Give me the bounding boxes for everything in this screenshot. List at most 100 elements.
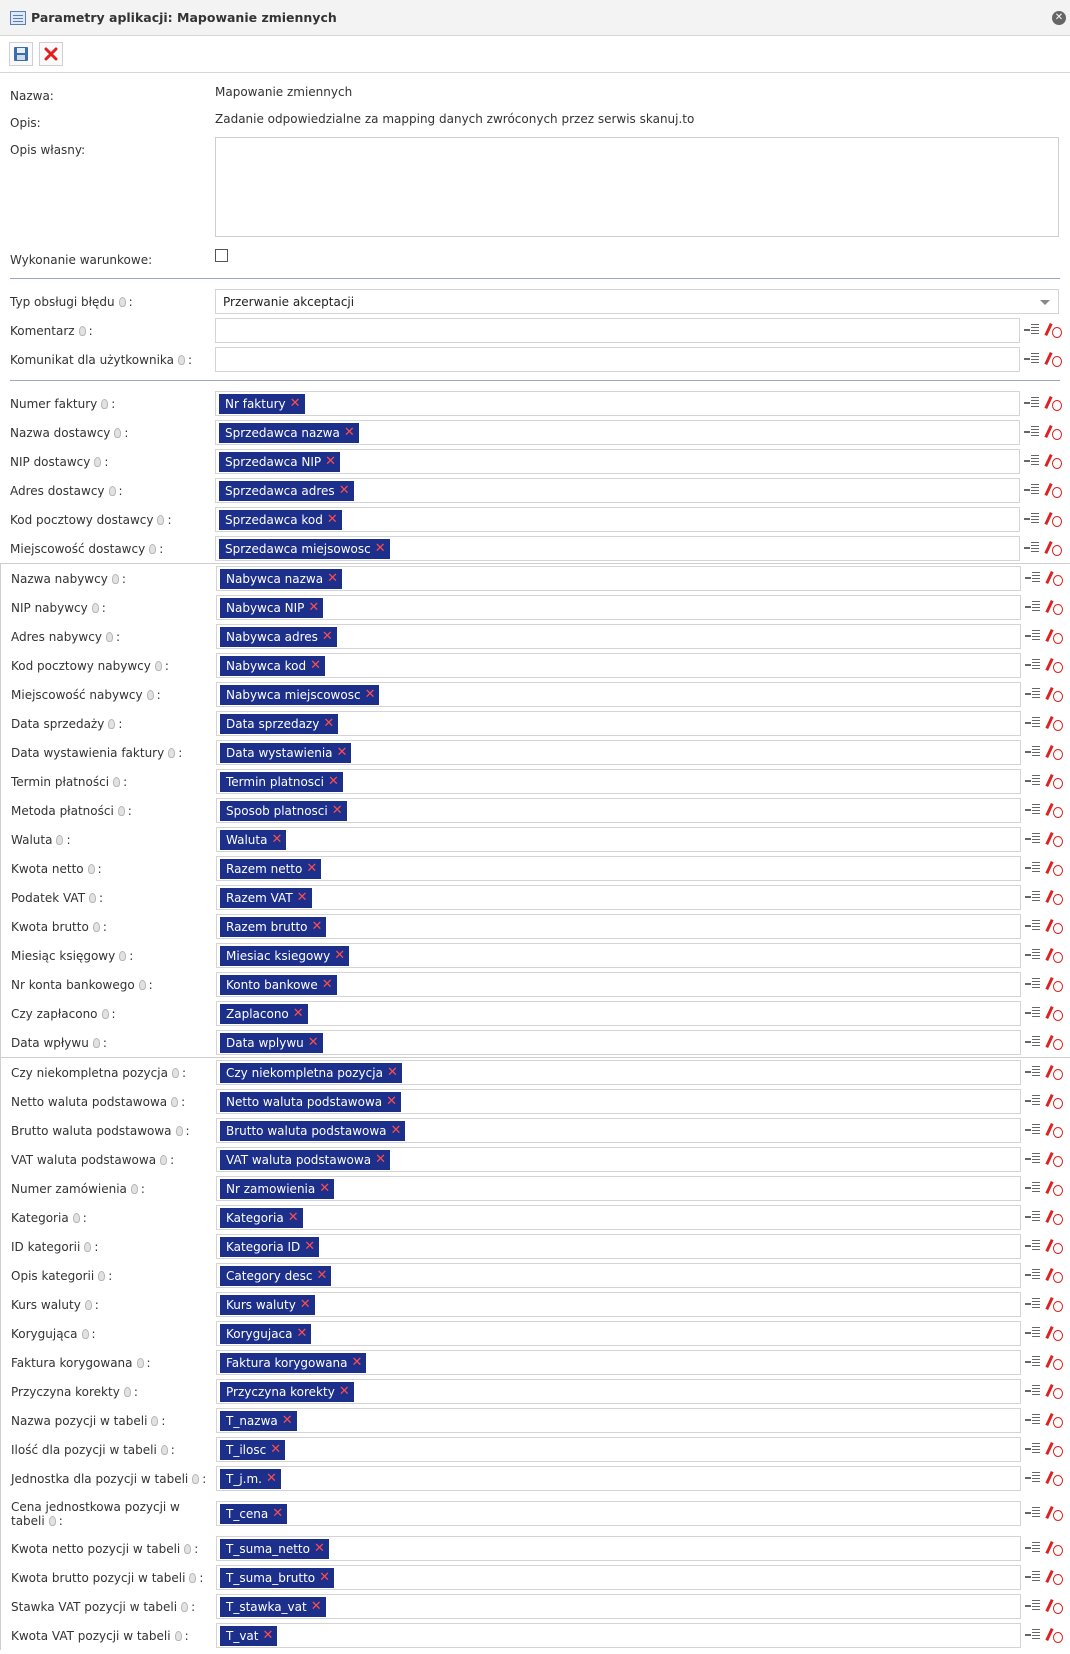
clear-variable-icon[interactable] [1046,1506,1063,1521]
clear-variable-icon[interactable] [1046,774,1063,789]
hint-bulb-icon[interactable] [92,1037,100,1048]
insert-variable-icon[interactable] [1025,1210,1042,1224]
insert-variable-icon[interactable] [1025,1570,1042,1584]
remove-tag-icon[interactable]: ✕ [272,1506,284,1521]
insert-variable-icon[interactable] [1025,1094,1042,1108]
hint-bulb-icon[interactable] [149,543,157,554]
mapping-input[interactable]: T_ilosc ✕ [216,1437,1021,1462]
hint-bulb-icon[interactable] [101,398,109,409]
mapping-input[interactable]: T_stawka_vat ✕ [216,1594,1021,1619]
remove-tag-icon[interactable]: ✕ [316,1268,328,1283]
insert-variable-icon[interactable] [1024,454,1041,468]
remove-tag-icon[interactable]: ✕ [287,1210,299,1225]
clear-variable-icon[interactable] [1046,803,1063,818]
insert-variable-icon[interactable] [1025,1355,1042,1369]
mapping-input[interactable]: Nabywca NIP ✕ [216,595,1021,620]
mapping-input[interactable]: T_suma_brutto ✕ [216,1565,1021,1590]
remove-tag-icon[interactable]: ✕ [374,541,386,556]
remove-tag-icon[interactable]: ✕ [265,1471,277,1486]
hint-bulb-icon[interactable] [181,1601,189,1612]
hint-bulb-icon[interactable] [171,1067,179,1078]
clear-variable-icon[interactable] [1046,1413,1063,1428]
insert-variable-icon[interactable] [1025,1035,1042,1049]
mapping-input[interactable]: Czy niekompletna pozycja ✕ [216,1060,1021,1085]
insert-variable-icon[interactable] [1025,571,1042,585]
hint-bulb-icon[interactable] [138,979,146,990]
remove-tag-icon[interactable]: ✕ [299,1297,311,1312]
remove-tag-icon[interactable]: ✕ [292,1006,304,1021]
hint-bulb-icon[interactable] [114,427,122,438]
hint-bulb-icon[interactable] [92,921,100,932]
remove-tag-icon[interactable]: ✕ [313,1541,325,1556]
hint-bulb-icon[interactable] [117,805,125,816]
clear-variable-icon[interactable] [1046,1006,1063,1021]
remove-tag-icon[interactable]: ✕ [336,745,348,760]
clear-variable-icon[interactable] [1045,352,1062,367]
insert-variable-icon[interactable] [1024,483,1041,497]
clear-variable-icon[interactable] [1046,948,1063,963]
hint-bulb-icon[interactable] [151,1415,159,1426]
remove-tag-icon[interactable]: ✕ [310,1599,322,1614]
clear-variable-icon[interactable] [1046,1239,1063,1254]
hint-bulb-icon[interactable] [136,1357,144,1368]
clear-variable-icon[interactable] [1045,512,1062,527]
hint-bulb-icon[interactable] [160,1154,168,1165]
insert-variable-icon[interactable] [1025,1599,1042,1613]
clear-variable-icon[interactable] [1046,716,1063,731]
hint-bulb-icon[interactable] [146,689,154,700]
hint-bulb-icon[interactable] [154,660,162,671]
hint-bulb-icon[interactable] [119,950,127,961]
remove-tag-icon[interactable]: ✕ [307,1035,319,1050]
remove-tag-icon[interactable]: ✕ [308,600,320,615]
hint-bulb-icon[interactable] [184,1543,192,1554]
hint-bulb-icon[interactable] [81,1328,89,1339]
insert-variable-icon[interactable] [1025,890,1042,904]
mapping-input[interactable]: Data wplywu ✕ [216,1030,1021,1055]
remove-tag-icon[interactable]: ✕ [364,687,376,702]
insert-variable-icon[interactable] [1025,919,1042,933]
insert-variable-icon[interactable] [1024,541,1041,555]
hint-bulb-icon[interactable] [111,573,119,584]
clear-variable-icon[interactable] [1046,658,1063,673]
insert-variable-icon[interactable] [1025,687,1042,701]
clear-variable-icon[interactable] [1046,861,1063,876]
insert-variable-icon[interactable] [1024,352,1041,366]
remove-tag-icon[interactable]: ✕ [270,1442,282,1457]
clear-variable-icon[interactable] [1046,890,1063,905]
insert-variable-icon[interactable] [1025,774,1042,788]
mapping-input[interactable]: Brutto waluta podstawowa ✕ [216,1118,1021,1143]
hint-bulb-icon[interactable] [118,296,126,307]
clear-variable-icon[interactable] [1046,1384,1063,1399]
remove-tag-icon[interactable]: ✕ [296,890,308,905]
mapping-input[interactable]: Sposob platnosci ✕ [216,798,1021,823]
clear-variable-icon[interactable] [1046,1152,1063,1167]
insert-variable-icon[interactable] [1025,600,1042,614]
mapping-input[interactable]: Category desc ✕ [216,1263,1021,1288]
hint-bulb-icon[interactable] [157,514,165,525]
clear-variable-icon[interactable] [1046,1541,1063,1556]
mapping-input[interactable]: T_vat ✕ [216,1623,1021,1648]
cancel-button[interactable] [39,42,63,66]
mapping-input[interactable]: Kurs waluty ✕ [216,1292,1021,1317]
error-type-select[interactable]: Przerwanie akceptacji [215,289,1059,314]
hint-bulb-icon[interactable] [84,1241,92,1252]
mapping-input[interactable]: T_j.m. ✕ [216,1466,1021,1491]
insert-variable-icon[interactable] [1025,1123,1042,1137]
hint-bulb-icon[interactable] [168,747,176,758]
remove-tag-icon[interactable]: ✕ [390,1123,402,1138]
hint-bulb-icon[interactable] [160,1444,168,1455]
insert-variable-icon[interactable] [1024,425,1041,439]
insert-variable-icon[interactable] [1025,1268,1042,1282]
mapping-input[interactable]: Faktura korygowana ✕ [216,1350,1021,1375]
remove-tag-icon[interactable]: ✕ [271,832,283,847]
insert-variable-icon[interactable] [1024,512,1041,526]
remove-tag-icon[interactable]: ✕ [281,1413,293,1428]
mapping-input[interactable]: Razem brutto ✕ [216,914,1021,939]
mapping-input[interactable]: Nr faktury ✕ [215,391,1020,416]
remove-tag-icon[interactable]: ✕ [351,1355,363,1370]
mapping-input[interactable]: Data wystawienia ✕ [216,740,1021,765]
remove-tag-icon[interactable]: ✕ [306,861,318,876]
clear-variable-icon[interactable] [1046,1599,1063,1614]
remove-tag-icon[interactable]: ✕ [310,658,322,673]
mapping-input[interactable]: Razem netto ✕ [216,856,1021,881]
